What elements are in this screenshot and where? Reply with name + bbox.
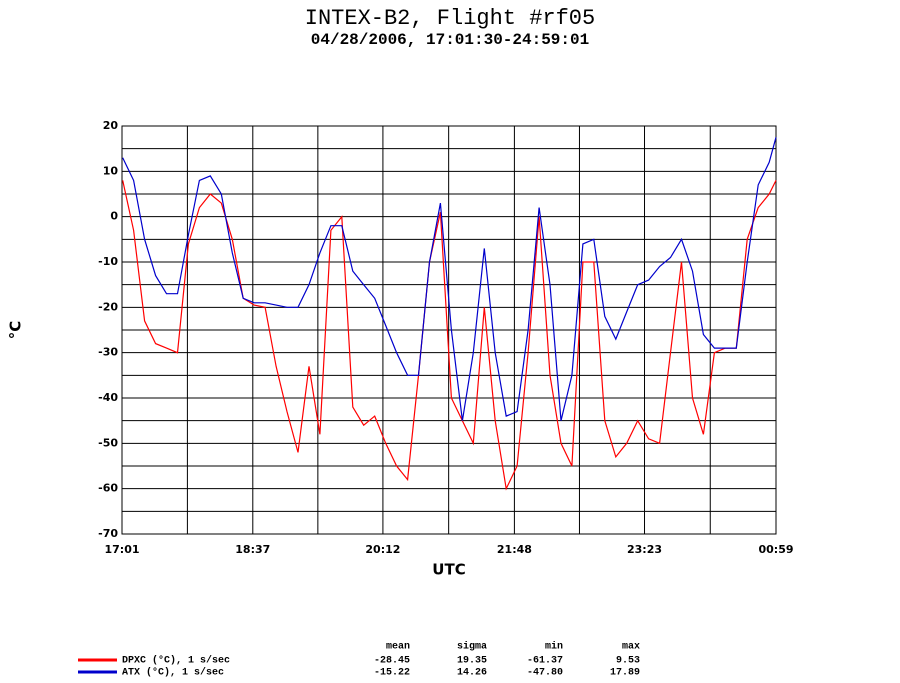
- stats-value: 17.89: [610, 668, 640, 679]
- stats-value: 19.35: [457, 656, 487, 667]
- x-tick-label: 21:48: [497, 543, 532, 556]
- data-line: [122, 137, 777, 421]
- stats-header: sigma: [457, 641, 487, 653]
- stats-header: mean: [386, 642, 410, 653]
- x-tick-label: 23:23: [627, 543, 662, 556]
- stats-header: min: [545, 641, 563, 653]
- stats-value: -28.45: [374, 656, 410, 667]
- chart-subtitle: 04/28/2006, 17:01:30-24:59:01: [311, 31, 589, 49]
- plot-border: [121, 125, 777, 535]
- stats-value: -15.22: [374, 668, 410, 679]
- x-tick-label: 18:37: [235, 543, 270, 556]
- stats-value: -61.37: [527, 656, 563, 667]
- stats-value: -47.80: [527, 668, 563, 679]
- x-axis-label: UTC: [432, 561, 465, 579]
- y-tick-label: -70: [98, 527, 118, 540]
- chart-title: INTEX-B2, Flight #rf05: [305, 6, 595, 31]
- x-tick-label: 17:01: [104, 543, 139, 556]
- y-tick-label: -60: [98, 482, 118, 495]
- legend-label: DPXC (°C), 1 s/sec: [122, 655, 230, 667]
- y-tick-label: -40: [98, 391, 118, 404]
- y-tick-label: 20: [103, 119, 119, 132]
- data-line: [122, 180, 777, 491]
- y-tick-label: -20: [98, 300, 118, 313]
- y-tick-label: -50: [98, 436, 118, 449]
- y-tick-label: -10: [98, 255, 118, 268]
- stats-value: 14.26: [457, 668, 487, 679]
- stats-header: max: [622, 642, 640, 653]
- x-tick-label: 00:59: [758, 543, 793, 556]
- y-tick-label: 0: [110, 210, 118, 223]
- legend-label: ATX (°C), 1 s/sec: [122, 667, 224, 679]
- x-tick-label: 20:12: [365, 543, 400, 556]
- stats-value: 9.53: [616, 656, 640, 667]
- y-axis-label: °C: [7, 321, 25, 340]
- y-tick-label: -30: [98, 346, 118, 359]
- y-tick-label: 10: [103, 164, 119, 177]
